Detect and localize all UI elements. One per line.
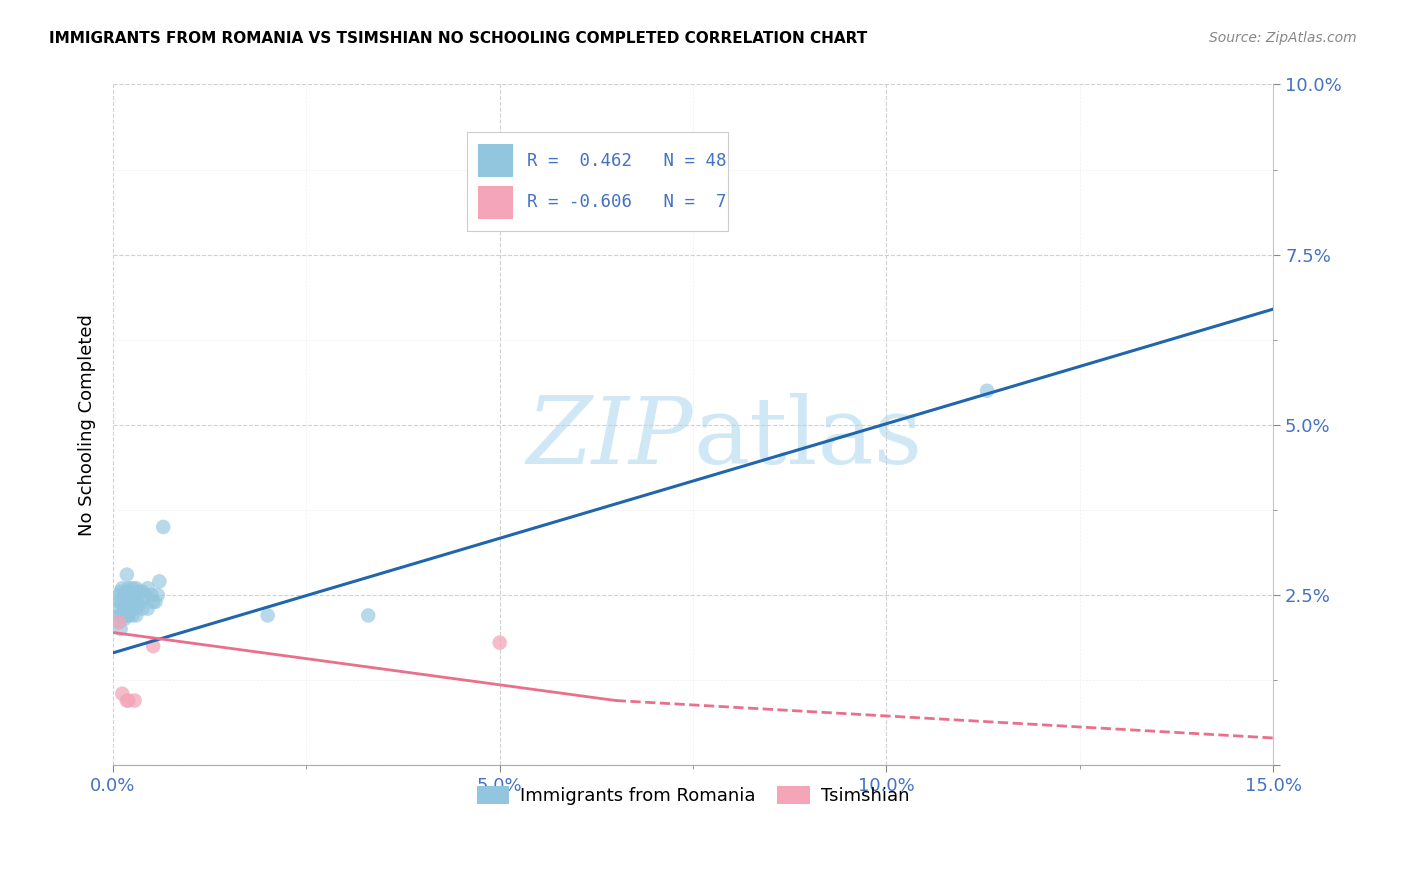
Point	[131, 584, 153, 599]
Point	[488, 635, 510, 649]
Point	[124, 601, 146, 615]
Point	[357, 608, 380, 623]
Point	[148, 574, 170, 589]
Text: ZIP: ZIP	[526, 393, 693, 483]
Point	[131, 601, 153, 615]
Point	[114, 588, 136, 602]
Point	[117, 608, 139, 623]
Bar	[478, 145, 513, 177]
Point	[108, 601, 131, 615]
Point	[124, 588, 146, 602]
Text: IMMIGRANTS FROM ROMANIA VS TSIMSHIAN NO SCHOOLING COMPLETED CORRELATION CHART: IMMIGRANTS FROM ROMANIA VS TSIMSHIAN NO …	[49, 31, 868, 46]
Point	[108, 615, 131, 630]
FancyBboxPatch shape	[467, 132, 728, 231]
Point	[108, 588, 131, 602]
Point	[110, 622, 132, 636]
Point	[124, 693, 146, 707]
Point	[110, 595, 132, 609]
Point	[142, 639, 165, 653]
Point	[145, 595, 167, 609]
Point	[114, 608, 136, 623]
Point	[115, 608, 138, 623]
Point	[256, 608, 278, 623]
Point	[115, 693, 138, 707]
Point	[111, 608, 134, 623]
Y-axis label: No Schooling Completed: No Schooling Completed	[79, 314, 96, 536]
Point	[136, 601, 159, 615]
Text: Source: ZipAtlas.com: Source: ZipAtlas.com	[1209, 31, 1357, 45]
Point	[127, 584, 149, 599]
Point	[117, 595, 139, 609]
Point	[114, 612, 136, 626]
Point	[117, 693, 139, 707]
Point	[115, 567, 138, 582]
Point	[110, 584, 132, 599]
Point	[108, 608, 131, 623]
Point	[121, 595, 143, 609]
Point	[125, 608, 148, 623]
Point	[121, 581, 143, 595]
Point	[115, 584, 138, 599]
Point	[110, 608, 132, 623]
Point	[108, 615, 131, 630]
Bar	[478, 186, 513, 219]
Legend: Immigrants from Romania, Tsimshian: Immigrants from Romania, Tsimshian	[468, 777, 918, 814]
Point	[125, 581, 148, 595]
Point	[127, 599, 149, 613]
Point	[125, 595, 148, 609]
Point	[146, 588, 169, 602]
Point	[134, 588, 156, 602]
Point	[111, 581, 134, 595]
Point	[118, 601, 141, 615]
Point	[136, 581, 159, 595]
Point	[111, 687, 134, 701]
Point	[152, 520, 174, 534]
Point	[976, 384, 998, 398]
Point	[114, 601, 136, 615]
Point	[117, 581, 139, 595]
Point	[118, 584, 141, 599]
Text: atlas: atlas	[693, 393, 922, 483]
Point	[142, 595, 165, 609]
Point	[132, 591, 155, 606]
Point	[141, 588, 163, 602]
Point	[121, 608, 143, 623]
Point	[108, 595, 131, 609]
Text: R =  0.462   N = 48: R = 0.462 N = 48	[527, 152, 727, 169]
Text: R = -0.606   N =  7: R = -0.606 N = 7	[527, 194, 727, 211]
